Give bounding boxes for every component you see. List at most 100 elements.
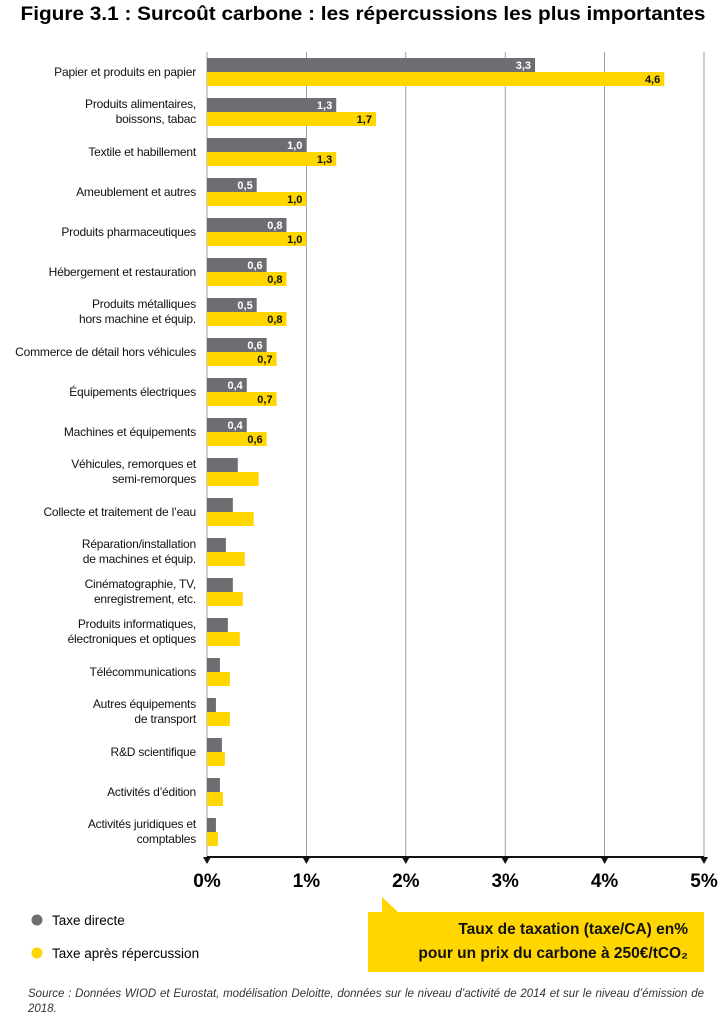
bar bbox=[207, 352, 277, 366]
legend-marker bbox=[31, 947, 43, 959]
value-label: 0,6 bbox=[247, 340, 262, 352]
x-tick-label: 2% bbox=[392, 871, 420, 892]
category-label: Collecte et traitement de l’eau bbox=[43, 504, 196, 519]
bar bbox=[207, 378, 247, 392]
category-label: Équipements électriques bbox=[69, 384, 196, 399]
chart-title: Figure 3.1 : Surcoût carbone : les réper… bbox=[21, 4, 706, 25]
bar bbox=[207, 338, 267, 352]
value-label: 0,4 bbox=[227, 380, 243, 392]
x-axis-label: Taux de taxation (taxe/CA) en% pour un p… bbox=[418, 921, 688, 962]
category-label: Autres équipements de transport bbox=[92, 697, 196, 726]
value-label: 4,6 bbox=[645, 74, 660, 86]
category-label: Activités juridiques et comptables bbox=[87, 817, 196, 846]
value-label: 1,0 bbox=[287, 194, 302, 206]
bar bbox=[207, 738, 222, 752]
bar bbox=[207, 792, 223, 806]
bar bbox=[207, 578, 233, 592]
x-tick-label: 0% bbox=[193, 871, 221, 892]
bar bbox=[207, 778, 220, 792]
bar bbox=[207, 752, 225, 766]
legend-label: Taxe directe bbox=[52, 913, 125, 928]
value-label: 1,3 bbox=[317, 100, 332, 112]
bar bbox=[207, 192, 307, 206]
category-label: Produits métalliques hors machine et équ… bbox=[78, 297, 196, 326]
tick-mark bbox=[203, 857, 211, 864]
category-label: Textile et habillement bbox=[88, 144, 196, 159]
value-label: 0,5 bbox=[237, 180, 252, 192]
tick-mark bbox=[302, 857, 311, 864]
bar bbox=[207, 232, 307, 246]
x-tick-label: 5% bbox=[690, 871, 718, 892]
value-label: 0,8 bbox=[267, 274, 282, 286]
bar bbox=[207, 112, 376, 126]
bar bbox=[207, 658, 220, 672]
bar bbox=[207, 632, 240, 646]
category-label: Commerce de détail hors véhicules bbox=[15, 344, 196, 359]
bar bbox=[207, 432, 267, 446]
category-label: Activités d’édition bbox=[107, 784, 196, 799]
tick-mark bbox=[700, 857, 708, 864]
category-label: R&D scientifique bbox=[110, 744, 196, 759]
bar bbox=[207, 58, 536, 72]
bar bbox=[207, 512, 254, 526]
bar bbox=[207, 672, 230, 686]
bar bbox=[207, 392, 277, 406]
value-label: 1,7 bbox=[357, 114, 372, 126]
value-label: 0,5 bbox=[237, 300, 252, 312]
value-label: 1,0 bbox=[287, 140, 302, 152]
bar bbox=[207, 592, 243, 606]
value-label: 0,6 bbox=[247, 434, 262, 446]
value-label: 1,0 bbox=[287, 234, 302, 246]
category-label: Papier et produits en papier bbox=[54, 64, 196, 79]
bar bbox=[207, 832, 218, 846]
x-tick-label: 3% bbox=[491, 871, 519, 892]
category-label: Véhicules, remorques et semi-remorques bbox=[71, 457, 196, 486]
value-label: 3,3 bbox=[516, 60, 531, 72]
bar bbox=[207, 418, 247, 432]
value-label: 0,7 bbox=[257, 354, 272, 366]
bar bbox=[207, 712, 230, 726]
bar bbox=[207, 538, 226, 552]
bar bbox=[207, 498, 233, 512]
bar bbox=[207, 272, 287, 286]
x-tick-label: 1% bbox=[293, 871, 321, 892]
value-label: 0,7 bbox=[257, 394, 272, 406]
category-label: Hébergement et restauration bbox=[48, 264, 197, 279]
bar bbox=[207, 618, 228, 632]
bar bbox=[207, 818, 216, 832]
bar bbox=[207, 458, 238, 472]
bar bbox=[207, 138, 307, 152]
bar bbox=[207, 218, 287, 232]
bar bbox=[207, 298, 257, 312]
source-note: Source : Données WIOD et Eurostat, modél… bbox=[28, 988, 704, 1015]
category-label: Machines et équipements bbox=[63, 424, 196, 439]
value-label: 0,4 bbox=[227, 420, 243, 432]
bar bbox=[207, 472, 259, 486]
value-label: 1,3 bbox=[317, 154, 332, 166]
value-label: 0,6 bbox=[247, 260, 262, 272]
category-label: Produits pharmaceutiques bbox=[61, 224, 196, 239]
bar bbox=[207, 698, 216, 712]
x-tick-label: 4% bbox=[591, 871, 619, 892]
tick-mark bbox=[600, 857, 609, 864]
bar bbox=[207, 178, 257, 192]
bar bbox=[207, 258, 267, 272]
category-label: Réparation/installation de machines et é… bbox=[81, 537, 196, 566]
axis-label-box bbox=[368, 897, 704, 972]
value-label: 0,8 bbox=[267, 220, 282, 232]
legend-marker bbox=[31, 914, 43, 926]
legend-label: Taxe après répercussion bbox=[52, 946, 199, 961]
bar bbox=[207, 312, 287, 326]
category-label: Ameublement et autres bbox=[76, 184, 196, 199]
bar bbox=[207, 98, 337, 112]
tick-mark bbox=[401, 857, 410, 864]
category-label: Télécommunications bbox=[89, 664, 197, 679]
category-label: Produits informatiques, électroniques et… bbox=[67, 617, 197, 646]
bar bbox=[207, 152, 337, 166]
category-label: Produits alimentaires, boissons, tabac bbox=[85, 97, 196, 126]
category-label: Cinématographie, TV, enregistrement, etc… bbox=[84, 577, 197, 606]
value-label: 0,8 bbox=[267, 314, 282, 326]
bar bbox=[207, 552, 245, 566]
